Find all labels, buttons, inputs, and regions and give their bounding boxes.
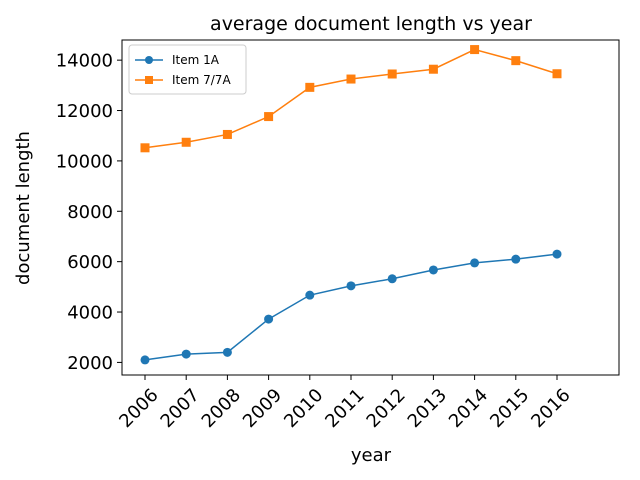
legend-marker xyxy=(145,76,153,84)
data-point xyxy=(140,355,150,365)
legend-item: Item 7/7A xyxy=(135,73,231,87)
plot-area xyxy=(121,39,620,376)
data-point xyxy=(428,265,438,275)
y-tick-label: 12000 xyxy=(56,101,113,122)
y-axis-label: document length xyxy=(13,131,34,285)
x-tick-label: 2008 xyxy=(198,385,245,432)
y-tick-label: 14000 xyxy=(56,51,113,72)
x-axis-label: year xyxy=(351,445,392,466)
data-point xyxy=(222,347,232,357)
data-point xyxy=(428,64,438,74)
x-tick-label: 2007 xyxy=(157,385,204,432)
series-line xyxy=(144,253,558,361)
data-point xyxy=(222,129,232,139)
data-point xyxy=(181,349,191,359)
data-point xyxy=(346,74,356,84)
data-point xyxy=(552,249,562,259)
data-point xyxy=(470,258,480,268)
y-tick-label: 10000 xyxy=(56,151,113,172)
data-point xyxy=(264,314,274,324)
data-point xyxy=(305,290,315,300)
x-tick-label: 2006 xyxy=(115,385,162,432)
x-tick-label: 2013 xyxy=(404,385,451,432)
x-tick-label: 2011 xyxy=(321,385,368,432)
x-tick-label: 2015 xyxy=(486,385,533,432)
series-2 xyxy=(140,45,562,153)
x-tick-label: 2016 xyxy=(527,385,574,432)
data-point xyxy=(346,281,356,291)
legend-label: Item 1A xyxy=(172,53,220,67)
legend-label: Item 7/7A xyxy=(172,73,231,87)
data-point xyxy=(140,143,150,153)
data-point xyxy=(181,137,191,147)
data-point xyxy=(387,69,397,79)
data-point xyxy=(511,254,521,264)
data-point xyxy=(264,112,274,122)
legend: Item 1A Item 7/7A xyxy=(128,44,247,95)
x-axis: 2006200720082009201020112012201320142015… xyxy=(115,375,575,432)
x-tick-label: 2014 xyxy=(445,385,492,432)
y-tick-label: 4000 xyxy=(67,303,113,324)
legend-marker xyxy=(145,56,153,64)
series-layer xyxy=(140,45,562,365)
data-point xyxy=(470,45,480,55)
x-tick-label: 2012 xyxy=(363,385,410,432)
x-tick-label: 2010 xyxy=(280,385,327,432)
legend-item: Item 1A xyxy=(135,53,220,67)
chart-title: average document length vs year xyxy=(210,13,532,35)
y-axis: 2000 4000 6000 8000 10000 12000 14000 xyxy=(56,51,122,374)
legend-box xyxy=(128,44,247,95)
y-tick-label: 2000 xyxy=(67,353,113,374)
data-point xyxy=(387,274,397,284)
x-tick-label: 2009 xyxy=(239,385,286,432)
y-tick-label: 8000 xyxy=(67,202,113,223)
plot-frame xyxy=(121,39,620,376)
data-point xyxy=(305,82,315,92)
data-point xyxy=(552,69,562,79)
series-1 xyxy=(140,249,562,365)
data-point xyxy=(511,56,521,66)
y-tick-label: 6000 xyxy=(67,252,113,273)
